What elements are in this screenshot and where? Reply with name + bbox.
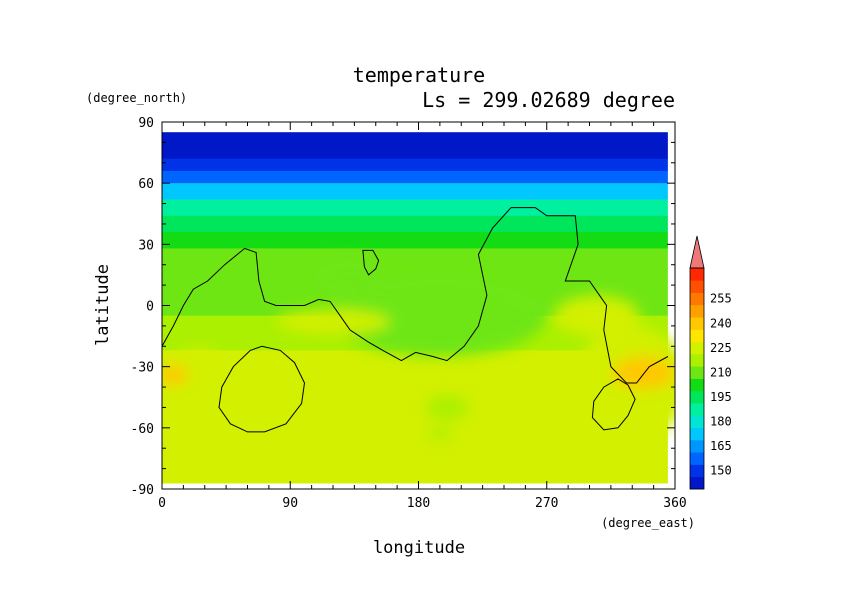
y-tick-label: 60 (138, 177, 154, 192)
colorbar: 150 165 180 195 210 225 240 255 (689, 235, 732, 490)
x-unit-label: (degree_east) (601, 516, 695, 530)
colorbar-label: 165 (710, 439, 732, 453)
temperature-band (162, 183, 668, 201)
colorbar-swatch (690, 452, 704, 465)
colorbar-swatch (690, 317, 704, 330)
colorbar-label: 180 (710, 414, 732, 428)
temperature-band (162, 158, 668, 172)
colorbar-over-arrow (689, 235, 705, 269)
colorbar-label: 150 (710, 464, 732, 478)
colorbar-swatch (690, 427, 704, 441)
colorbar-swatch (690, 476, 704, 490)
x-tick-label: 360 (663, 496, 686, 511)
topography-contours (162, 207, 669, 433)
colorbar-label: 210 (710, 365, 732, 379)
y-tick-label: 0 (146, 300, 154, 315)
colorbar-swatch (690, 403, 704, 416)
colorbar-label: 240 (710, 316, 732, 330)
x-axis-label: longitude (373, 538, 465, 558)
x-tick-label: 180 (407, 496, 430, 511)
temperature-anomaly (162, 348, 238, 447)
chart-subtitle: Ls = 299.02689 degree (422, 88, 675, 112)
colorbar-label: 225 (710, 341, 732, 355)
y-tick-label: 90 (138, 116, 154, 131)
x-tick-label: 90 (282, 496, 298, 511)
temperature-band (162, 248, 668, 270)
temperature-anomaly (428, 427, 452, 441)
colorbar-swatch (690, 268, 704, 281)
colorbar-swatch (690, 353, 704, 367)
colorbar-swatch (690, 280, 704, 293)
y-unit-label: (degree_north) (86, 91, 187, 105)
colorbar-swatch (690, 341, 704, 355)
temperature-band (162, 170, 668, 184)
temperature-band (162, 132, 668, 160)
colorbar-swatch (690, 464, 704, 478)
y-axis-label: latitude (93, 264, 113, 346)
topography-main-contour (162, 207, 669, 384)
temperature-band (162, 215, 668, 233)
colorbar-frame (689, 267, 705, 490)
colorbar-label: 195 (710, 390, 732, 404)
y-tick-label: 30 (138, 238, 154, 253)
colorbar-swatch (690, 390, 704, 404)
x-tick-label: 270 (535, 496, 558, 511)
colorbar-swatch (690, 366, 704, 379)
y-tick-label: -60 (131, 422, 154, 437)
temperature-band (162, 199, 668, 217)
colorbar-swatch (690, 378, 704, 392)
topography-west-crater-contour (218, 345, 306, 433)
colorbar-swatch (690, 329, 704, 343)
temperature-anomaly (333, 274, 547, 357)
temperature-anomaly (612, 356, 675, 390)
topography-east-crater-contour (591, 378, 636, 431)
temperature-anomaly (162, 364, 188, 386)
temperature-anomaly (311, 256, 383, 298)
colorbar-swatch (690, 304, 704, 318)
y-tick-label: -30 (131, 361, 154, 376)
axis-ticks: 0 90 180 270 360 90 60 30 0 -30 -60 -90 (131, 116, 687, 511)
colorbar-label: 255 (710, 292, 732, 306)
temperature-anomaly (553, 295, 640, 337)
y-tick-label: -90 (131, 483, 154, 498)
colorbar-swatch (690, 415, 704, 429)
colorbar-swatch (690, 439, 704, 453)
chart-title: temperature (353, 63, 485, 87)
temperature-anomaly (276, 309, 390, 335)
topography-small-north-contour (362, 249, 380, 276)
colorbar-swatch (690, 292, 704, 306)
temperature-field (162, 132, 675, 484)
x-tick-label: 0 (158, 496, 166, 511)
temperature-band (162, 232, 668, 250)
temperature-anomaly (425, 395, 469, 420)
